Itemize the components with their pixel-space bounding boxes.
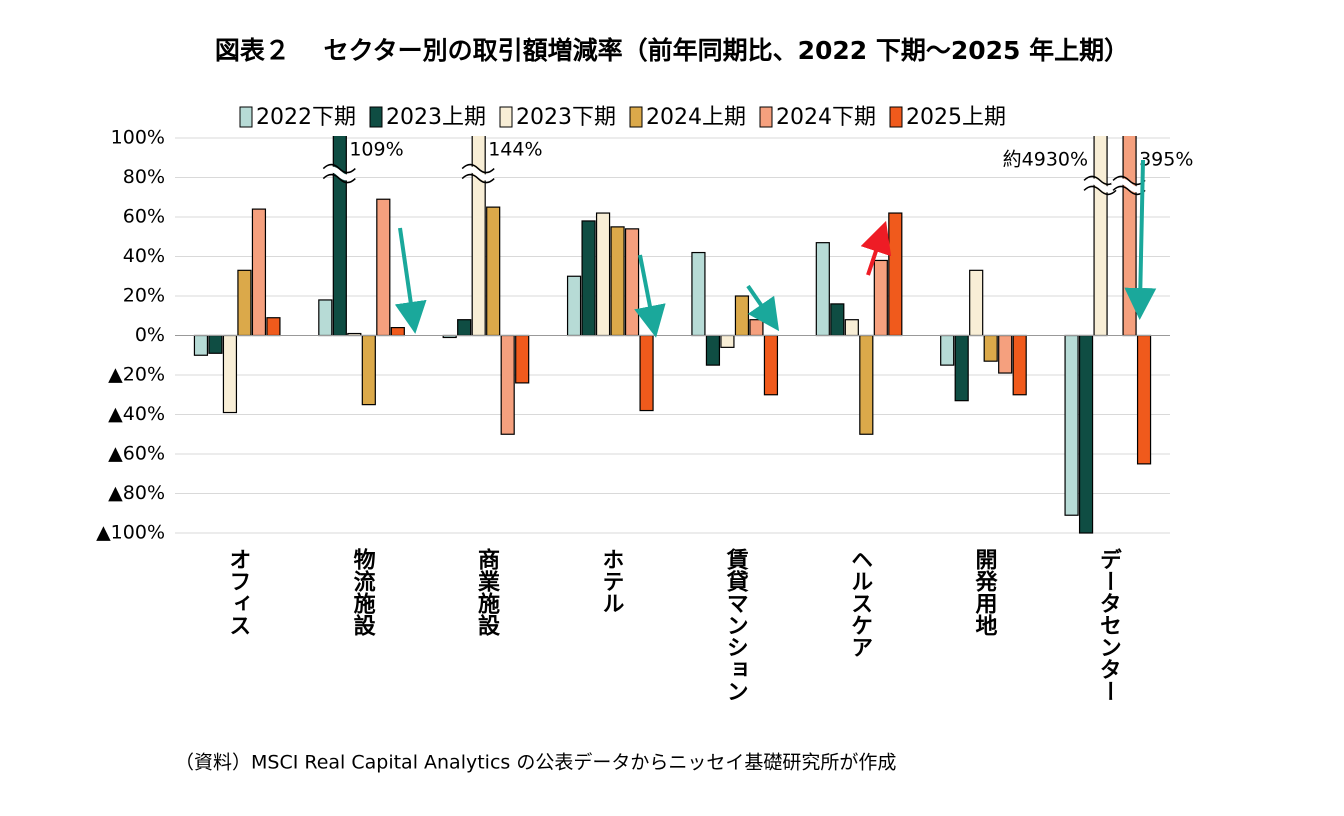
bars <box>193 136 1152 534</box>
axis-break <box>461 163 495 184</box>
value-label: 約4930% <box>1003 149 1088 171</box>
legend-label: 2025上期 <box>906 105 1006 130</box>
y-tick-label: ▲80% <box>108 482 165 504</box>
bar <box>1136 334 1152 465</box>
bar <box>720 334 735 348</box>
trend-arrow <box>746 284 780 332</box>
bar <box>318 299 333 337</box>
bar <box>222 334 238 414</box>
bar <box>237 269 252 337</box>
bar <box>486 206 501 337</box>
bar <box>251 208 267 337</box>
y-tick-label: 60% <box>123 206 165 228</box>
bar <box>332 136 347 337</box>
y-tick-label: 80% <box>123 166 165 188</box>
bar <box>193 334 209 356</box>
bar <box>1012 334 1027 396</box>
bar <box>457 319 472 337</box>
source-note: （資料）MSCI Real Capital Analytics の公表データから… <box>175 752 896 774</box>
bar <box>705 334 721 366</box>
trend-arrow <box>860 220 892 276</box>
bar <box>954 334 969 402</box>
legend-swatch <box>889 106 903 128</box>
axis-break <box>1081 178 1119 193</box>
bar <box>815 242 830 337</box>
y-tick-label: 100% <box>111 127 165 149</box>
bar <box>266 317 281 337</box>
legend-label: 2024下期 <box>776 105 876 130</box>
bar <box>566 275 582 337</box>
chart-title: 図表２ セクター別の取引額増減率（前年同期比、2022 下期～2025 年上期） <box>215 36 1129 65</box>
axis-break <box>1110 178 1148 193</box>
x-tick-label: オフィス <box>225 548 250 636</box>
plot-area: ▲100% ▲80% ▲60% ▲40% ▲20% 0% 20% 40% 60% 80% 100% 2… <box>96 105 1193 702</box>
bar <box>361 334 376 406</box>
bar <box>1078 334 1094 534</box>
x-tick-label: 賃貸マンション <box>723 548 750 702</box>
y-tick-label: 0% <box>135 324 165 346</box>
x-tick-label: 商業施設 <box>474 547 500 637</box>
axis-break <box>460 166 497 181</box>
bar <box>610 226 625 337</box>
axis-break <box>321 166 358 181</box>
bar <box>969 269 984 337</box>
legend-label: 2022下期 <box>256 105 356 130</box>
bar <box>376 198 391 337</box>
axis-break <box>322 163 356 184</box>
bar <box>500 334 515 435</box>
legend-swatch <box>369 106 383 128</box>
legend-swatch <box>499 106 513 128</box>
x-tick-label: 物流施設 <box>350 547 376 637</box>
value-label: 144% <box>488 139 542 161</box>
trend-arrow <box>1124 159 1157 320</box>
trend-arrow <box>634 254 666 338</box>
bar <box>639 334 654 412</box>
x-tick-label: ホテル <box>598 548 623 614</box>
bar <box>1064 334 1079 516</box>
legend-swatch <box>759 106 773 128</box>
bar <box>581 220 596 337</box>
x-tick-label: 開発用地 <box>971 548 998 636</box>
value-label: 395% <box>1139 149 1193 171</box>
trend-arrow <box>394 227 427 334</box>
legend-label: 2024上期 <box>646 105 746 130</box>
bar <box>830 303 845 337</box>
x-tick-label: データセンター <box>1096 547 1121 702</box>
bar <box>595 212 611 337</box>
bar <box>844 319 859 337</box>
bar <box>390 327 405 337</box>
value-labels: 109% 144% 約4930% 395% <box>349 139 1193 171</box>
y-tick-label: ▲20% <box>108 364 165 386</box>
bar <box>998 334 1013 374</box>
bar <box>208 334 223 354</box>
bar <box>940 334 955 366</box>
bar <box>749 319 764 337</box>
bar <box>873 259 888 337</box>
value-label: 109% <box>349 139 403 161</box>
y-tick-label: ▲60% <box>108 443 165 465</box>
legend-swatch <box>239 106 253 128</box>
bar <box>888 212 903 337</box>
y-tick-label: 20% <box>123 285 165 307</box>
legend-label: 2023下期 <box>516 105 616 130</box>
bar <box>983 334 998 362</box>
legend-label: 2023上期 <box>386 105 486 130</box>
bar <box>515 334 530 384</box>
bar <box>624 228 640 337</box>
y-tick-label: ▲40% <box>108 403 165 425</box>
annotations <box>394 159 1157 338</box>
legend-swatch <box>629 106 643 128</box>
bar <box>763 334 779 396</box>
bar <box>734 295 750 337</box>
x-tick-label: ヘルスケア <box>847 548 872 658</box>
bar <box>691 251 706 337</box>
bar <box>859 334 874 435</box>
y-tick-label: ▲100% <box>96 522 165 544</box>
y-tick-label: 40% <box>123 245 165 267</box>
